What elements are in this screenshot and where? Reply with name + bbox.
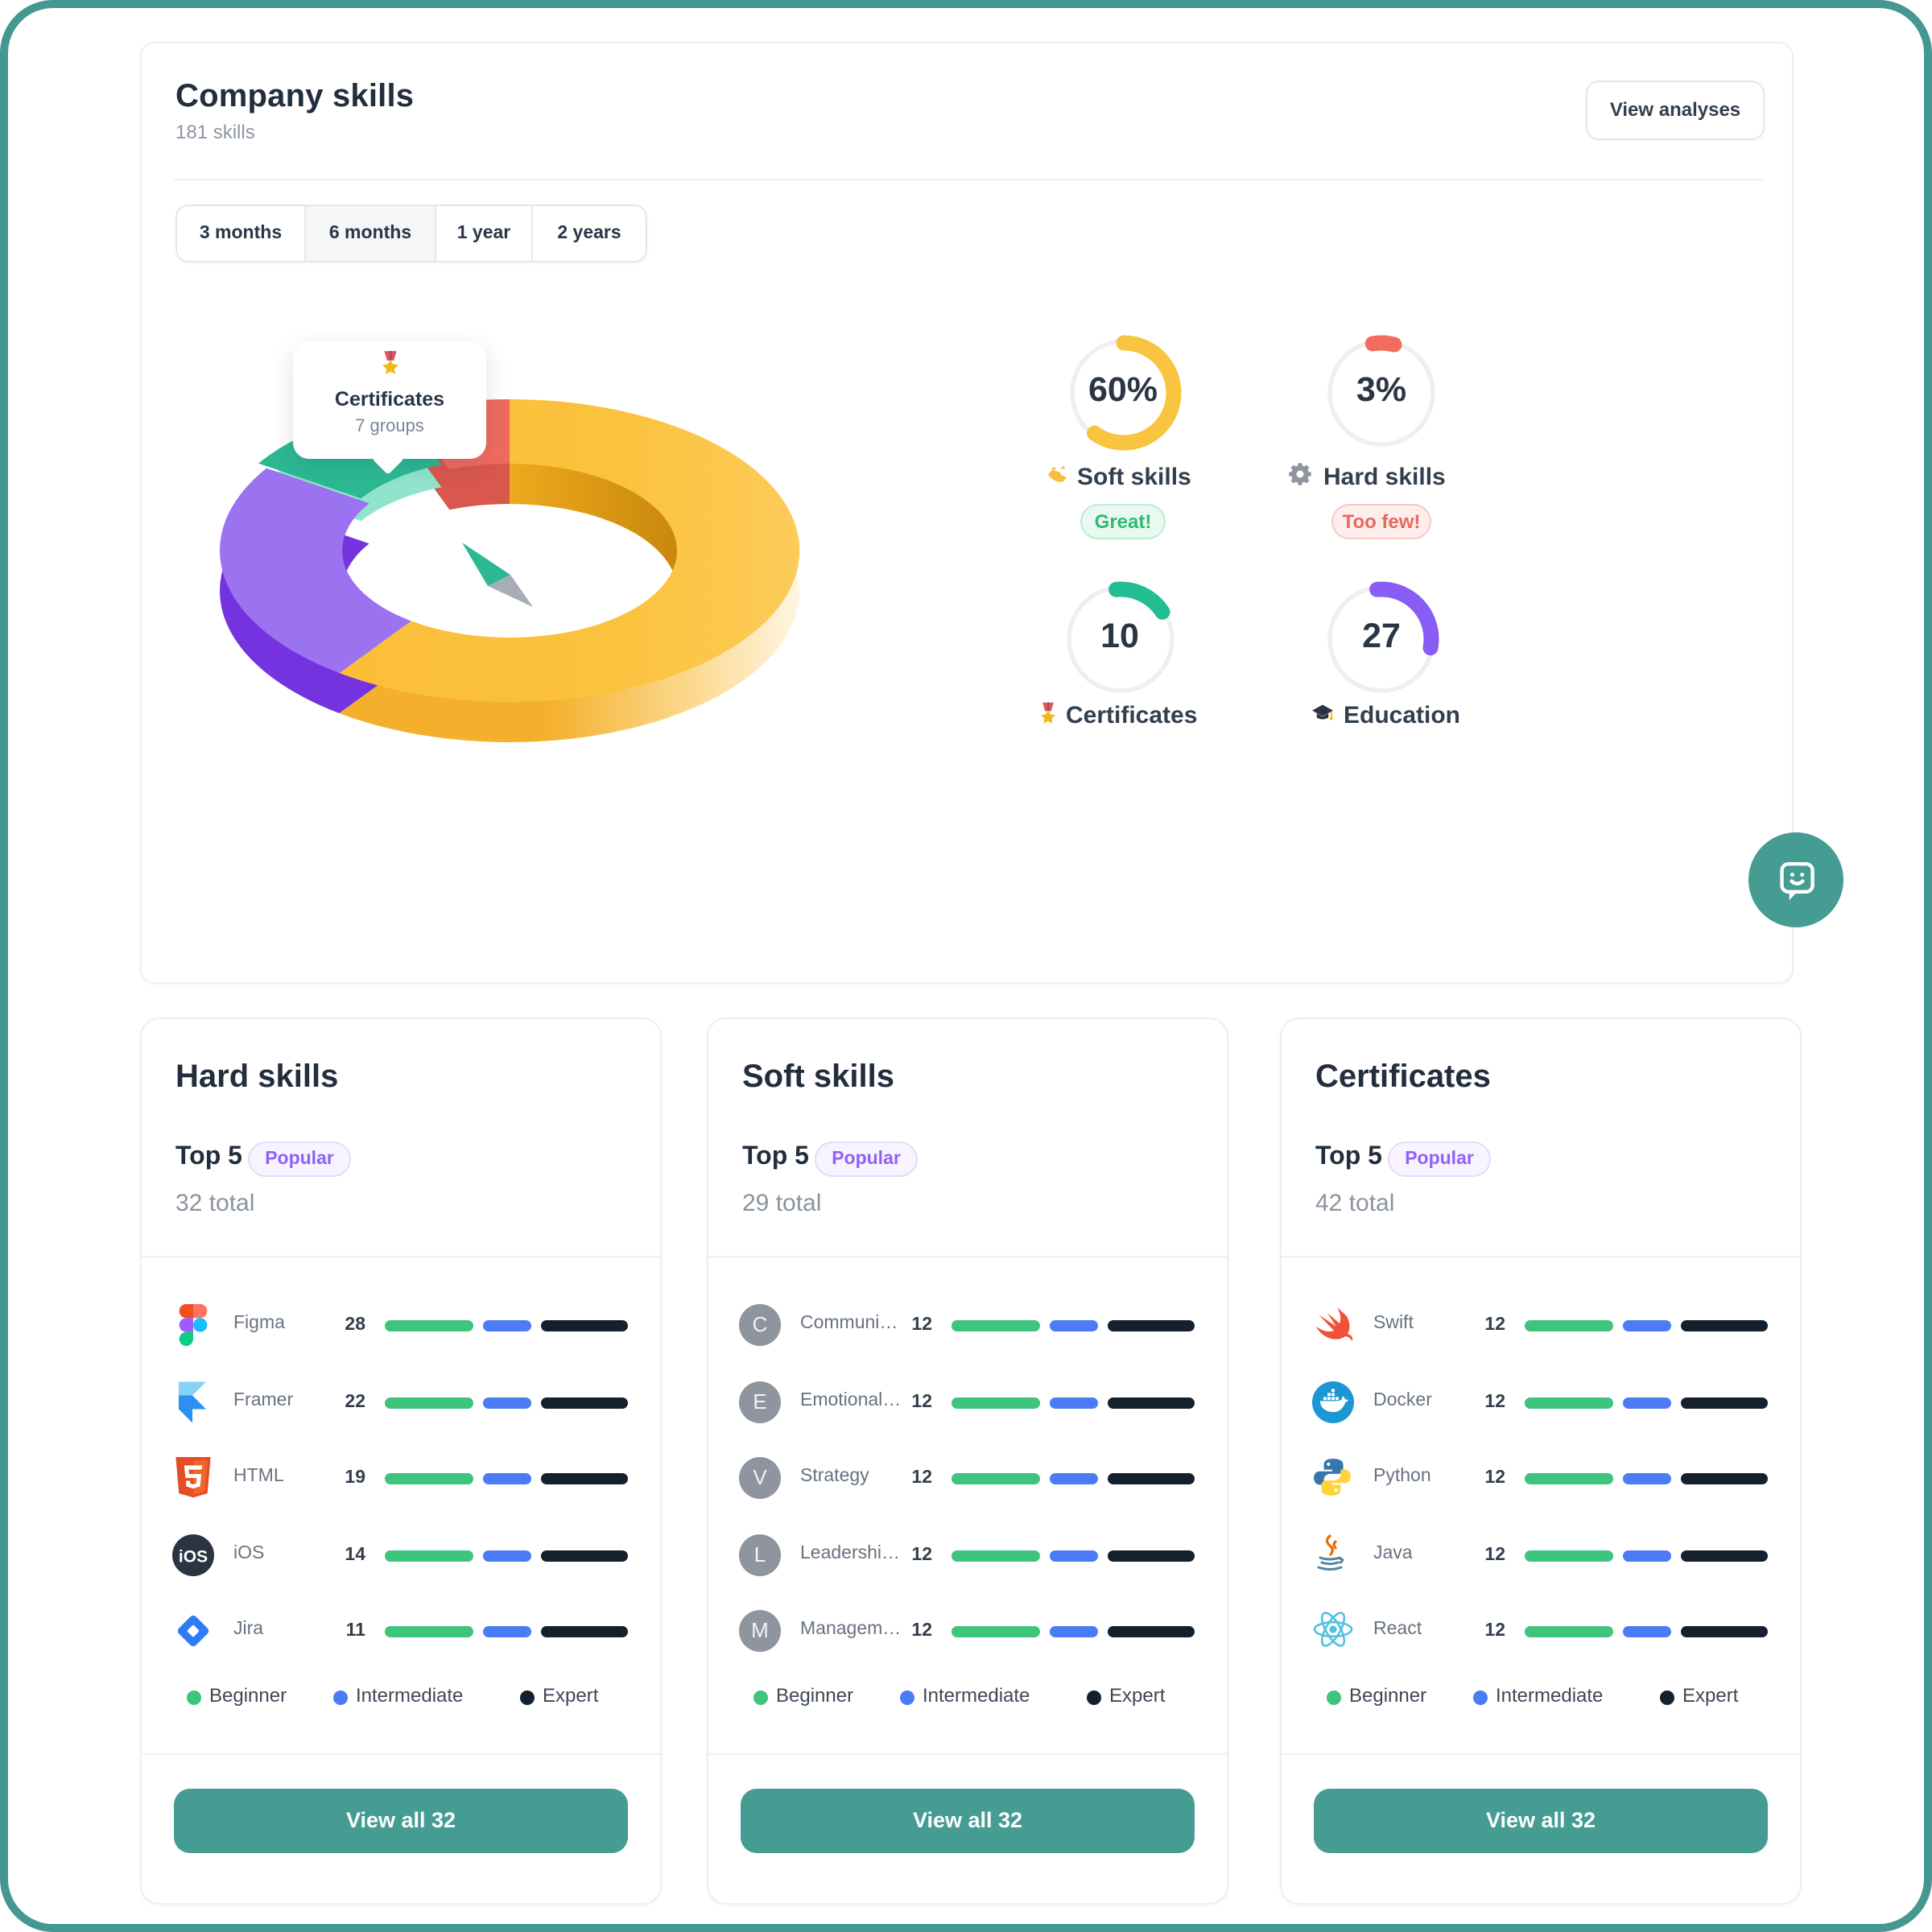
svg-text:iOS: iOS (179, 1547, 208, 1566)
